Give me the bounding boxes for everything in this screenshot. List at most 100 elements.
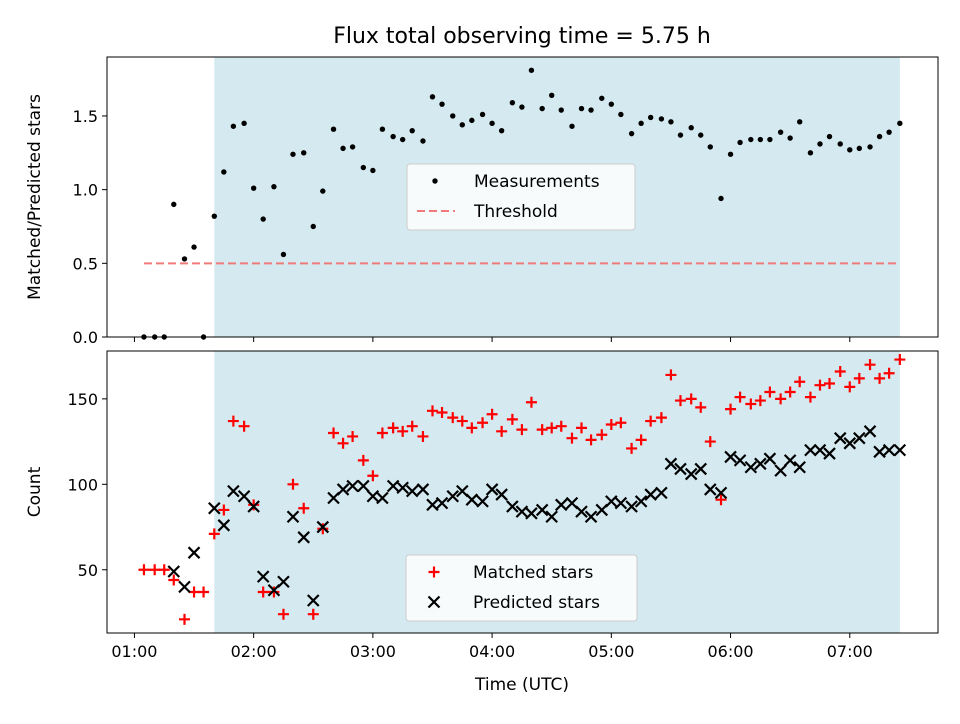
y-tick-label: 0.0: [73, 328, 98, 347]
measurement-point: [528, 67, 535, 73]
x-tick-label: 04:00: [469, 642, 515, 661]
measurement-point: [241, 120, 247, 127]
measurement-point: [349, 144, 356, 150]
legend-label: Matched stars: [473, 563, 593, 583]
matched-star-point: [506, 413, 518, 425]
measurement-point: [737, 139, 743, 146]
measurement-point: [230, 123, 237, 129]
measurement-point: [409, 127, 415, 134]
measurement-point: [599, 95, 605, 101]
matched-star-point: [784, 386, 796, 398]
count-points: [138, 354, 907, 625]
predicted-star-point: [763, 452, 777, 465]
bottom-panel-frame: [106, 350, 939, 634]
x-tick-label: 06:00: [707, 642, 753, 661]
matched-star-point: [525, 396, 537, 408]
matched-star-point: [874, 372, 886, 384]
top-legend: Measurements Threshold: [406, 163, 636, 231]
predicted-star-point: [733, 454, 747, 467]
matched-star-point: [328, 427, 340, 439]
top-y-axis: 0.0 0.5 1.0 1.5: [73, 107, 107, 347]
predicted-star-point: [506, 500, 519, 513]
matched-star-point: [615, 417, 627, 429]
measurement-point: [420, 138, 426, 144]
measurement-point: [647, 114, 654, 121]
matched-star-point: [447, 412, 459, 424]
measurement-point: [757, 136, 764, 143]
predicted-star-point: [237, 489, 251, 503]
measurement-point: [748, 136, 754, 143]
matched-star-point: [645, 415, 657, 427]
measurement-point: [796, 119, 803, 125]
matched-star-point: [337, 437, 349, 449]
measurement-point: [608, 101, 615, 107]
predicted-star-point: [584, 510, 598, 524]
measurement-point: [271, 183, 277, 190]
measurement-point: [539, 105, 545, 112]
matched-star-point: [824, 377, 836, 389]
top-panel: 0.0 0.5 1.0 1.5 Matched/Predicted stars Mea…: [25, 56, 939, 347]
predicted-star-point: [306, 594, 320, 607]
matched-star-point: [715, 494, 727, 506]
predicted-star-point: [515, 505, 529, 518]
predicted-star-point: [495, 488, 508, 501]
predicted-star-point: [376, 491, 389, 505]
top-panel-frame: [106, 56, 939, 338]
measurement-point: [310, 223, 316, 230]
predicted-star-point: [893, 443, 907, 457]
predicted-star-point: [754, 457, 767, 471]
predicted-star-point: [774, 464, 787, 477]
predicted-star-point: [435, 496, 449, 510]
predicted-star-point: [465, 493, 479, 506]
predicted-star-point: [644, 488, 657, 501]
predicted-star-point: [833, 431, 847, 445]
figure-title: Flux total observing time = 5.75 h: [333, 24, 711, 49]
matched-star-point: [477, 417, 489, 429]
predicted-star-point: [605, 495, 618, 508]
matched-star-point: [794, 376, 806, 388]
bottom-y-axis: 50 100 150: [67, 390, 107, 580]
predicted-star-point: [694, 462, 708, 476]
predicted-star-point: [674, 462, 687, 476]
measurement-point: [489, 120, 495, 127]
legend-box: [405, 554, 638, 622]
predicted-star-point: [744, 460, 758, 474]
legend-predicted-marker: [427, 595, 441, 609]
matched-star-point: [287, 478, 299, 490]
legend-measurement-marker: [432, 178, 438, 184]
matched-star-point: [555, 420, 567, 432]
measurement-point: [777, 129, 784, 135]
y-tick-label: 50: [78, 561, 98, 580]
predicted-star-point: [853, 431, 866, 445]
matched-star-point: [149, 564, 161, 576]
predicted-star-point: [247, 500, 260, 513]
measurement-point: [677, 132, 684, 138]
measurement-point: [509, 99, 516, 106]
measurement-point: [658, 116, 665, 122]
measurement-point: [301, 150, 307, 156]
matched-star-point: [376, 427, 388, 439]
matched-star-point: [317, 523, 329, 535]
measurement-point: [886, 129, 892, 135]
predicted-star-point: [634, 495, 648, 508]
matched-star-point: [725, 403, 737, 415]
legend-matched-marker: [428, 566, 440, 578]
measurement-point: [260, 216, 266, 222]
measurement-point: [519, 104, 525, 110]
measurement-point: [171, 201, 177, 208]
matched-star-point: [704, 436, 716, 448]
measurement-point: [330, 126, 337, 132]
x-tick-label: 01:00: [111, 642, 157, 661]
predicted-star-point: [525, 507, 538, 520]
measurement-point: [826, 133, 833, 140]
y-tick-label: 0.5: [73, 254, 98, 273]
matched-star-point: [417, 430, 429, 442]
measurement-point: [211, 213, 218, 219]
matched-star-point: [347, 430, 359, 442]
measurement-point: [698, 132, 704, 138]
predicted-star-point: [386, 479, 400, 493]
measurement-point: [668, 119, 674, 125]
measurement-point: [767, 136, 773, 143]
matched-star-point: [745, 398, 757, 410]
